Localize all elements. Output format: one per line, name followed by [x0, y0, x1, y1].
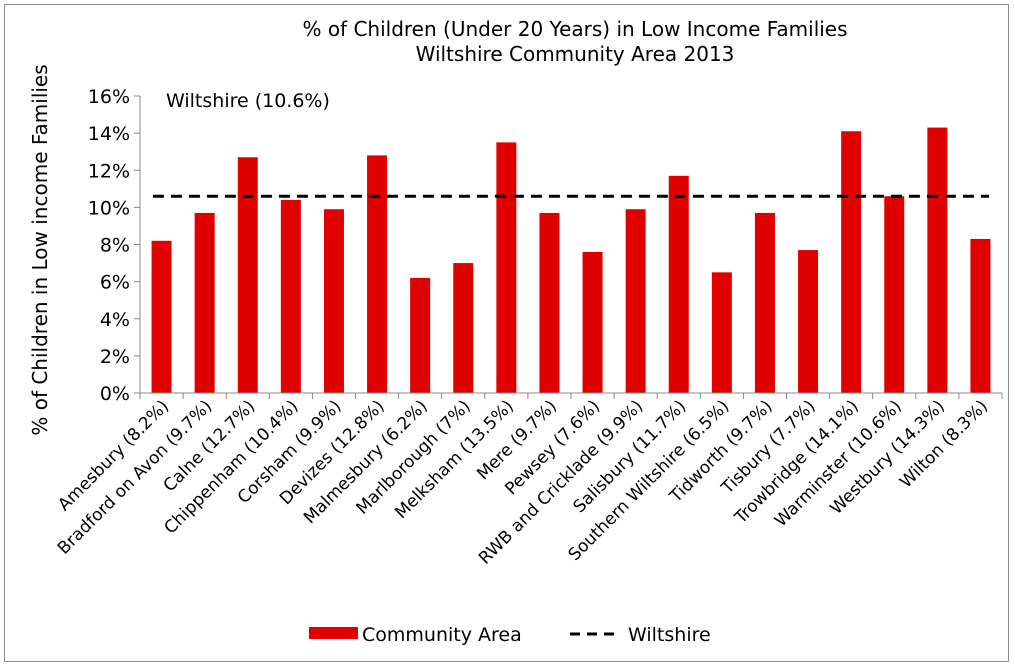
x-axis-labels: Amesbury (8.2%)Bradford on Avon (9.7%)Ca…: [54, 396, 992, 568]
bar: [453, 263, 474, 393]
chart-title: % of Children (Under 20 Years) in Low In…: [302, 17, 847, 41]
bar: [884, 196, 905, 393]
bar: [323, 209, 344, 393]
bars-group: [151, 127, 991, 394]
bar: [668, 175, 689, 393]
legend-label-community-area: Community Area: [362, 624, 522, 646]
y-tick-label: 8%: [100, 235, 130, 257]
y-tick-label: 2%: [100, 346, 130, 368]
y-tick-label: 14%: [88, 123, 130, 145]
bar: [970, 238, 991, 393]
bar: [194, 212, 215, 393]
bar: [539, 212, 560, 393]
bar: [496, 142, 517, 393]
chart-subtitle: Wiltshire Community Area 2013: [416, 42, 735, 66]
bar: [237, 157, 258, 393]
y-tick-label: 6%: [100, 272, 130, 294]
y-tick-label: 16%: [88, 86, 130, 108]
bar: [151, 240, 172, 393]
bar: [280, 199, 301, 393]
y-tick-label: 0%: [100, 383, 130, 405]
y-axis-ticks: 0% 2% 4% 6% 8% 10% 12% 14% 16%: [88, 86, 140, 405]
bar: [711, 272, 732, 393]
y-tick-label: 12%: [88, 160, 130, 182]
bar: [754, 212, 775, 393]
y-tick-label: 10%: [88, 197, 130, 219]
bar: [625, 209, 646, 393]
bar: [367, 155, 388, 393]
bar: [582, 251, 603, 393]
bar: [841, 131, 862, 394]
bar: [410, 277, 431, 393]
axes: [139, 96, 1003, 399]
bar: [927, 127, 948, 394]
wiltshire-annotation: Wiltshire (10.6%): [166, 90, 330, 112]
y-axis-label: % of Children in Low income Families: [28, 64, 52, 435]
y-tick-label: 4%: [100, 309, 130, 331]
legend-swatch-community-area: [309, 627, 358, 639]
legend-label-wiltshire: Wiltshire: [628, 624, 711, 646]
legend: Community Area Wiltshire: [309, 624, 711, 646]
bar: [798, 250, 819, 393]
